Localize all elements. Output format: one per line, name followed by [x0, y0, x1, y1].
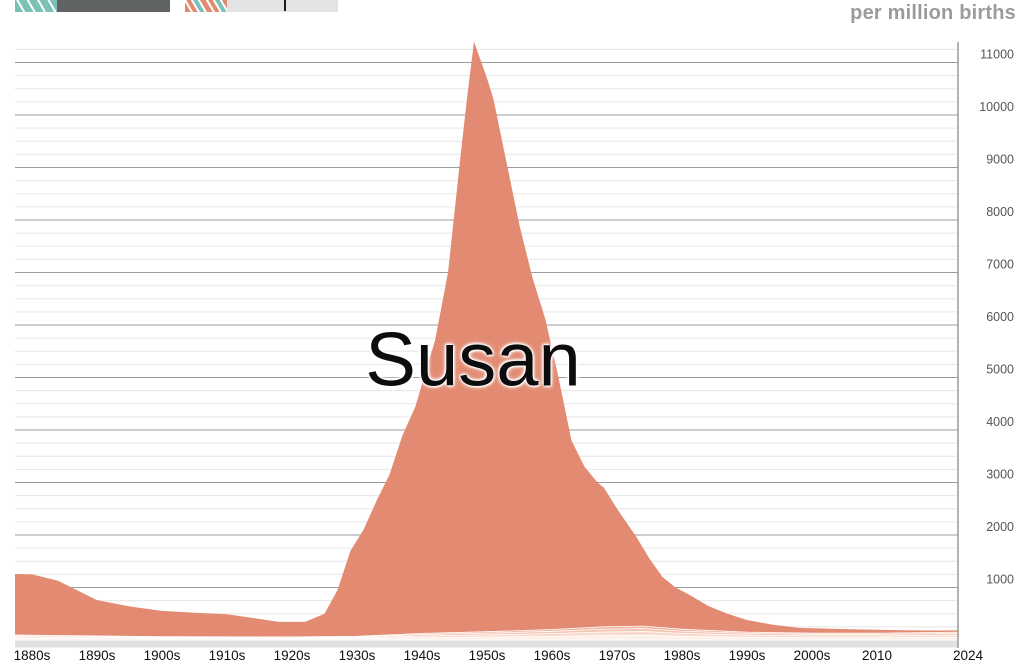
y-tick-label: 10000 — [979, 100, 1014, 114]
minor-name-band[interactable] — [15, 634, 958, 641]
x-axis-bar — [15, 640, 958, 648]
y-tick-label: 7000 — [986, 258, 1014, 272]
x-tick-label: 1980s — [664, 648, 701, 663]
name-chip-input-dark[interactable] — [57, 0, 170, 12]
y-tick-label: 11000 — [980, 48, 1014, 62]
name-chip-swatch-striped[interactable] — [185, 0, 227, 12]
x-tick-label: 2024 — [953, 648, 984, 663]
y-tick-label: 9000 — [986, 153, 1014, 167]
susan-area[interactable] — [13, 41, 969, 641]
y-tick-label: 2000 — [986, 520, 1014, 534]
x-tick-label: 1940s — [404, 648, 441, 663]
area-name-label[interactable]: Susan — [365, 317, 581, 403]
x-tick-label: 1960s — [534, 648, 571, 663]
y-tick-label: 3000 — [986, 468, 1014, 482]
y-tick-label: 1000 — [986, 573, 1014, 587]
y-tick-label: 8000 — [986, 205, 1014, 219]
x-tick-label: 1970s — [599, 648, 636, 663]
name-search-input[interactable] — [227, 0, 338, 12]
text-cursor — [284, 0, 286, 11]
x-tick-label: 2000s — [794, 648, 831, 663]
x-tick-label: 1950s — [469, 648, 506, 663]
x-tick-label: 2010 — [862, 648, 892, 663]
x-tick-label: 1890s — [79, 648, 116, 663]
x-tick-label: 1910s — [209, 648, 246, 663]
x-tick-label: 1990s — [729, 648, 766, 663]
x-tick-label: 1880s — [14, 648, 51, 663]
y-tick-label: 4000 — [986, 415, 1014, 429]
x-tick-label: 1930s — [339, 648, 376, 663]
x-tick-label: 1920s — [274, 648, 311, 663]
x-tick-label: 1900s — [144, 648, 181, 663]
name-chip-swatch-teal[interactable] — [15, 0, 57, 12]
y-tick-label: 5000 — [986, 363, 1014, 377]
unit-label: per million births — [850, 2, 1016, 24]
y-tick-label: 6000 — [986, 310, 1014, 324]
